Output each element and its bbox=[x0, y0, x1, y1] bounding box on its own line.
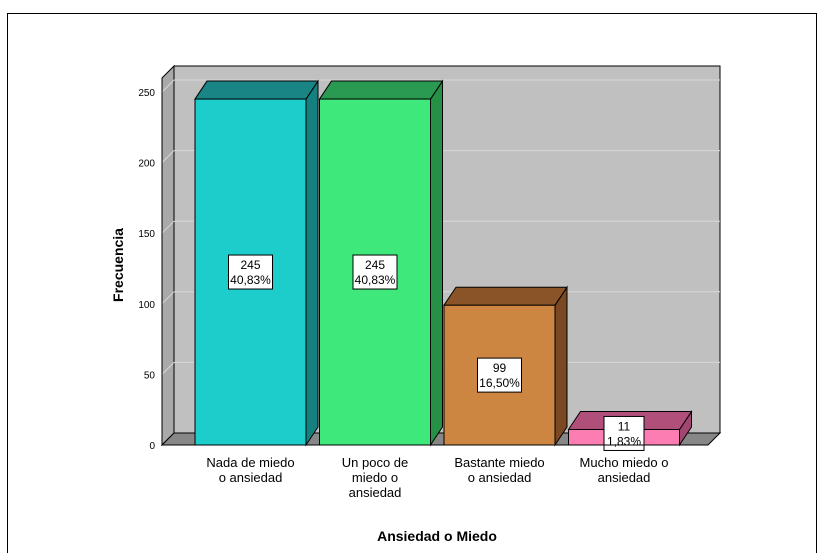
gridline-side bbox=[161, 291, 175, 305]
bar-top bbox=[318, 80, 444, 100]
x-category-label: Bastante miedo bbox=[454, 455, 544, 470]
data-label-percent: 40,83% bbox=[355, 273, 396, 287]
bar-top bbox=[443, 286, 568, 306]
x-category-label: ansiedad bbox=[349, 485, 402, 500]
data-label-box bbox=[228, 254, 273, 290]
y-tick-label: 250 bbox=[138, 88, 155, 99]
data-label-count: 245 bbox=[240, 258, 260, 272]
gridline-side bbox=[161, 79, 175, 93]
x-category-label: o ansiedad bbox=[219, 470, 283, 485]
x-category-label: ansiedad bbox=[598, 470, 651, 485]
y-tick-label: 0 bbox=[149, 441, 155, 452]
gridline-side bbox=[161, 220, 175, 234]
bar-side bbox=[305, 79, 319, 447]
x-category-label: miedo o bbox=[352, 470, 398, 485]
data-label-count: 11 bbox=[618, 419, 631, 433]
bar-side bbox=[430, 79, 443, 447]
y-tick-label: 200 bbox=[138, 159, 155, 170]
x-category-label: Mucho miedo o bbox=[580, 455, 669, 470]
x-category-label: o ansiedad bbox=[468, 470, 532, 485]
chart-frame bbox=[7, 13, 817, 553]
x-category-label: Un poco de bbox=[342, 455, 409, 470]
x-category-label: Nada de miedo bbox=[206, 455, 294, 470]
data-label-percent: 16,50% bbox=[479, 376, 520, 390]
data-label-count: 245 bbox=[365, 258, 385, 272]
y-axis: 0 50 100 150 200 250 bbox=[138, 78, 163, 452]
bar bbox=[194, 79, 319, 447]
x-axis-title: Ansiedad o Miedo bbox=[377, 528, 497, 544]
bar-top bbox=[194, 80, 319, 100]
gridline-side bbox=[161, 362, 175, 375]
y-tick-label: 150 bbox=[138, 229, 155, 240]
y-tick-label: 100 bbox=[138, 300, 155, 311]
gridline-side bbox=[161, 150, 175, 163]
data-label-percent: 1,83% bbox=[607, 434, 641, 448]
data-label-percent: 40,83% bbox=[230, 273, 271, 287]
data-label-box bbox=[477, 357, 522, 393]
data-label-box bbox=[352, 254, 398, 290]
y-axis-title: Frecuencia bbox=[110, 228, 126, 302]
bars-group bbox=[194, 79, 693, 447]
y-tick-label: 50 bbox=[144, 370, 156, 381]
bar-side bbox=[554, 285, 568, 447]
plot-side-wall bbox=[161, 64, 175, 447]
data-label-count: 99 bbox=[493, 361, 507, 375]
